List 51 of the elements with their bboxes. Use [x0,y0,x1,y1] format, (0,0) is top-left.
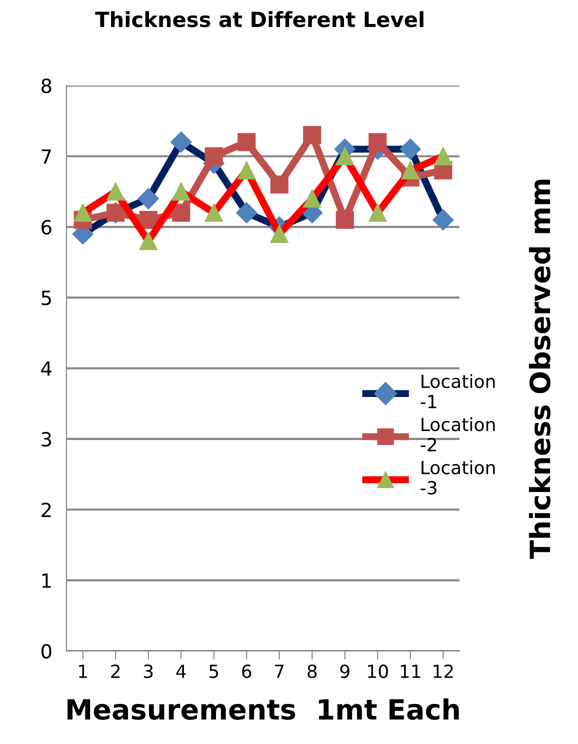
legend-label: Location -3 [420,460,495,495]
point [236,202,258,224]
chart-title: Thickness at Different Level [95,11,424,28]
point [336,210,354,229]
legend-label: Location -2 [420,417,495,452]
point [336,147,354,166]
y-tick-label: 8 [42,78,52,94]
point [106,182,125,201]
x-tick-label: 2 [111,664,120,678]
point [400,138,421,160]
point [204,147,223,166]
point [303,190,322,208]
x-tick-label: 4 [176,664,186,678]
x-tick-label: 5 [210,664,218,678]
y-tick-label: 0 [41,644,52,659]
point [172,204,190,222]
point [270,224,288,244]
y-tick-label: 5 [42,290,51,306]
point [238,133,256,152]
point [368,204,387,222]
y-axis-title: Thickness Observed mm [528,180,550,559]
x-tick-label: 3 [144,664,153,678]
y-tick-label: 2 [42,502,51,518]
y-tick-label: 7 [42,149,51,164]
point [172,182,190,201]
point [303,126,322,144]
point [238,161,256,180]
legend-label: Location -1 [420,374,495,408]
x-tick-label: 10 [368,664,388,678]
x-tick-label: 1 [79,664,87,678]
x-tick-label: 9 [340,664,350,678]
x-axis-title: Measurements 1mt Each [68,698,459,720]
y-tick-label: 4 [41,361,52,376]
point [138,188,159,210]
point [432,209,454,230]
y-tick-label: 6 [42,220,52,235]
y-tick-label: 1 [42,574,51,588]
point [434,147,452,166]
point [270,175,288,194]
x-tick-label: 7 [275,664,284,678]
y-tick-label: 3 [42,432,52,447]
point [368,133,387,152]
x-tick-label: 6 [242,664,252,678]
x-tick-label: 12 [434,664,453,678]
point [204,204,223,222]
x-tick-label: 8 [308,664,317,678]
x-tick-label: 11 [400,664,420,678]
point [401,161,420,180]
point [74,204,92,222]
point [139,232,158,250]
point [170,132,192,153]
